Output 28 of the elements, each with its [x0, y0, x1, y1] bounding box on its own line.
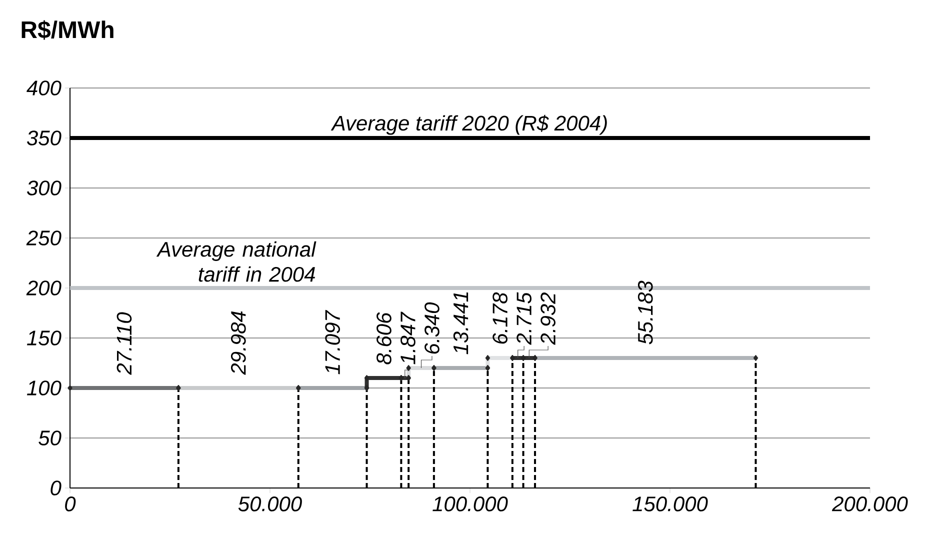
- y-tick-label: 200: [26, 280, 62, 296]
- y-tick-label: 100: [26, 380, 62, 396]
- annotation: 13.441: [453, 292, 468, 354]
- ref-line-label: Average national tariff in 2004: [156, 241, 316, 282]
- annotation: 8.606: [376, 312, 392, 364]
- annotation: 2.932: [540, 292, 556, 345]
- annotation: 55.183: [638, 280, 653, 344]
- x-tick-label: 50.000: [238, 496, 302, 512]
- annotation: 1.847: [400, 312, 416, 364]
- y-tick-label: 50: [38, 430, 62, 446]
- annotation: 6.340: [424, 302, 440, 354]
- y-tick-label: 350: [26, 130, 62, 146]
- y-tick-label: 300: [26, 180, 62, 196]
- y-tick-label: 250: [26, 230, 62, 246]
- y-tick-label: 400: [26, 80, 62, 96]
- y-tick-label: 0: [50, 480, 62, 496]
- y-axis-title: R$/MWh: [22, 20, 114, 40]
- x-tick-label: 0: [65, 496, 76, 512]
- y-tick-label: 150: [26, 330, 62, 346]
- x-tick-label: 200.000: [832, 496, 908, 512]
- annotation: 17.097: [325, 310, 340, 374]
- ref-line-label: Average tariff 2020 (R$ 2004): [330, 114, 607, 135]
- x-tick-label: 150.000: [632, 496, 708, 512]
- x-tick-label: 100.000: [432, 496, 508, 512]
- annotation: 2.715: [516, 292, 532, 345]
- annotation: 27.110: [116, 312, 132, 375]
- annotation: 6.178: [492, 292, 508, 344]
- annotation: 29.984: [230, 311, 246, 375]
